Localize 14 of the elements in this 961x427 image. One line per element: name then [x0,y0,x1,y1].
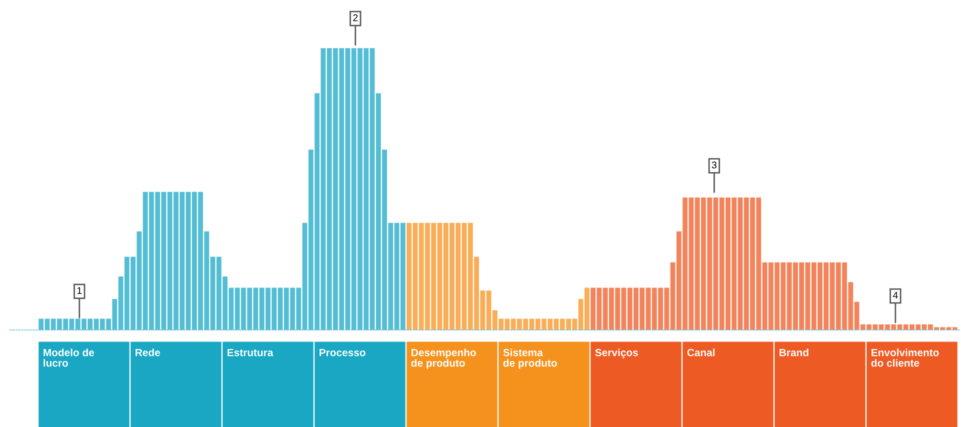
text: 2 [353,14,358,22]
text: Serviços [595,348,638,358]
annotation: 1 [77,287,82,294]
text: Processo [320,348,366,356]
text: Brand [780,348,808,356]
text: Rede [136,348,160,356]
text: Estrutura [228,348,274,356]
annotation: 4 [892,292,898,299]
text: Desempenho de produto [411,348,476,369]
text: Modelo de lucro [44,348,94,367]
text: Canal [687,348,715,356]
text: Envolvimento do cliente [871,348,939,367]
annotation: 3 [712,162,716,168]
text: Sistema de produto [503,348,557,369]
